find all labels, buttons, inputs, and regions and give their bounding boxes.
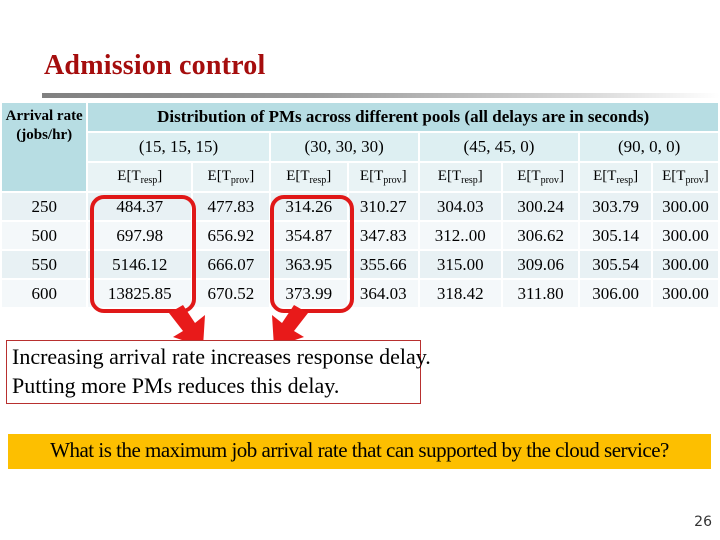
value-cell: 697.98 [88,222,192,249]
value-cell: 305.54 [580,251,651,278]
value-cell: 303.79 [580,193,651,220]
slide-title: Admission control [44,50,266,81]
value-cell: 300.00 [652,251,718,278]
value-cell: 300.00 [652,193,718,220]
arrival-rate-cell: 600 [2,280,87,307]
value-cell: 363.95 [270,251,347,278]
arrival-rate-header: Arrival rate (jobs/hr) [2,103,87,191]
value-cell: 656.92 [193,222,269,249]
value-cell: 304.03 [419,193,501,220]
metric-resp-header: E[Tresp] [580,163,651,191]
arrival-rate-cell: 250 [2,193,87,220]
question-text: What is the maximum job arrival rate tha… [50,438,669,462]
value-cell: 310.27 [348,193,418,220]
value-cell: 477.83 [193,193,269,220]
pool-header: (30, 30, 30) [270,133,418,161]
results-table: Arrival rate (jobs/hr) Distribution of P… [0,101,720,309]
value-cell: 300.00 [652,280,718,307]
value-cell: 306.62 [502,222,579,249]
value-cell: 309.06 [502,251,579,278]
table-row: 550 5146.12 666.07 363.95 355.66 315.00 … [2,251,718,278]
metric-prov-header: E[Tprov] [502,163,579,191]
value-cell: 347.83 [348,222,418,249]
distribution-header: Distribution of PMs across different poo… [88,103,718,131]
arrow-down-icon [169,305,205,347]
arrival-rate-cell: 500 [2,222,87,249]
metric-resp-header: E[Tresp] [88,163,192,191]
value-cell: 364.03 [348,280,418,307]
value-cell: 355.66 [348,251,418,278]
value-cell: 318.42 [419,280,501,307]
value-cell: 315.00 [419,251,501,278]
table-row: 500 697.98 656.92 354.87 347.83 312..00 … [2,222,718,249]
question-highlight [8,434,711,469]
value-cell: 666.07 [193,251,269,278]
arrival-rate-cell: 550 [2,251,87,278]
value-cell: 670.52 [193,280,269,307]
metric-resp-header: E[Tresp] [270,163,347,191]
title-divider [42,93,720,98]
callout-box [6,340,421,404]
metric-prov-header: E[Tprov] [348,163,418,191]
metric-prov-header: E[Tprov] [652,163,718,191]
value-cell: 312..00 [419,222,501,249]
value-cell: 5146.12 [88,251,192,278]
pool-header: (15, 15, 15) [88,133,269,161]
arrow-down-icon [272,305,308,347]
callout-text: Increasing arrival rate increases respon… [12,344,431,398]
value-cell: 354.87 [270,222,347,249]
metric-resp-header: E[Tresp] [419,163,501,191]
value-cell: 306.00 [580,280,651,307]
value-cell: 300.24 [502,193,579,220]
value-cell: 311.80 [502,280,579,307]
pool-header: (45, 45, 0) [419,133,579,161]
value-cell: 305.14 [580,222,651,249]
highlight-box-15-15-15-resp [90,195,196,313]
metric-prov-header: E[Tprov] [193,163,269,191]
page-number: 26 [694,514,712,530]
value-cell: 13825.85 [88,280,192,307]
highlight-box-30-30-30-resp [270,195,354,313]
pool-header: (90, 0, 0) [580,133,718,161]
value-cell: 300.00 [652,222,718,249]
